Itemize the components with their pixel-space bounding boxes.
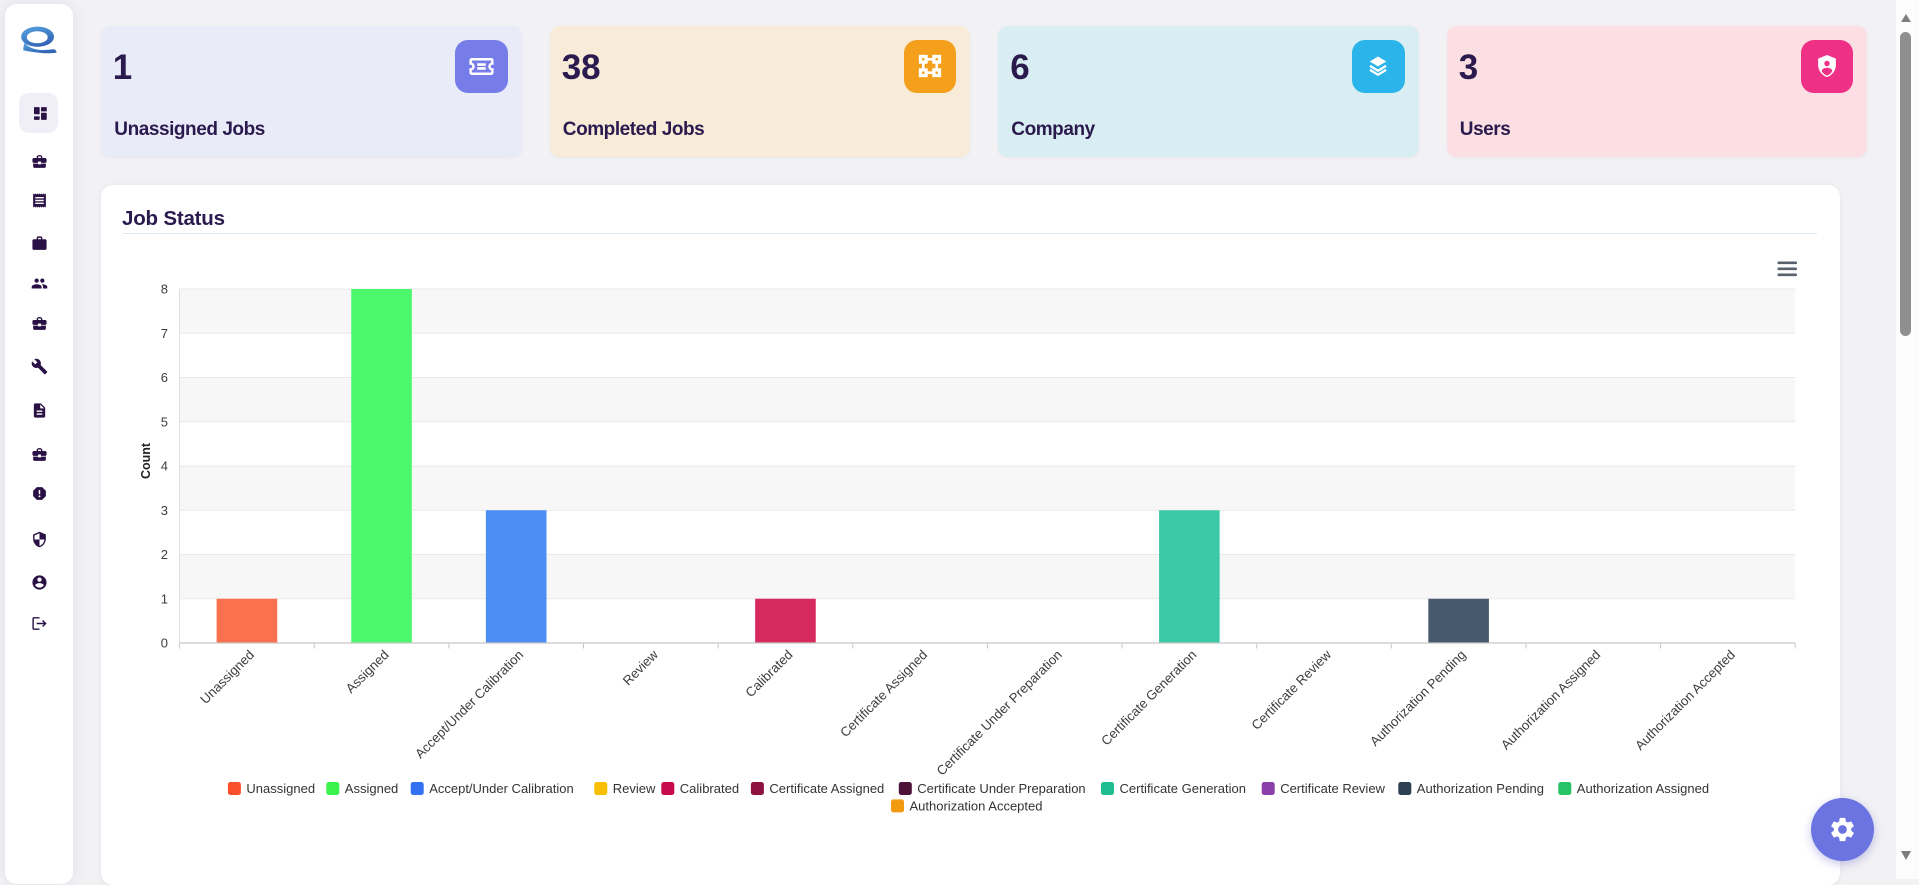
svg-text:Accept/Under Calibration: Accept/Under Calibration (412, 647, 526, 761)
svg-text:4: 4 (161, 459, 168, 474)
svg-text:Review: Review (613, 781, 656, 796)
svg-text:Assigned: Assigned (343, 647, 392, 696)
svg-text:Certificate Generation: Certificate Generation (1098, 647, 1199, 748)
svg-text:Authorization Pending: Authorization Pending (1417, 781, 1544, 796)
svg-text:5: 5 (161, 414, 168, 429)
svg-text:Certificate Assigned: Certificate Assigned (837, 647, 930, 740)
svg-text:Unassigned: Unassigned (246, 781, 315, 796)
svg-text:Unassigned: Unassigned (197, 647, 257, 707)
svg-text:Calibrated: Calibrated (680, 781, 739, 796)
svg-text:Review: Review (620, 647, 662, 689)
svg-text:0: 0 (161, 636, 168, 651)
svg-text:Certificate Generation: Certificate Generation (1120, 781, 1246, 796)
svg-text:Authorization Accepted: Authorization Accepted (1632, 647, 1738, 753)
svg-text:1: 1 (161, 591, 168, 606)
svg-text:Authorization Assigned: Authorization Assigned (1498, 647, 1603, 752)
svg-text:7: 7 (161, 326, 168, 341)
svg-text:Certificate Assigned: Certificate Assigned (769, 781, 884, 796)
svg-text:Authorization Pending: Authorization Pending (1367, 647, 1469, 749)
svg-text:Certificate Under Preparation: Certificate Under Preparation (933, 647, 1064, 778)
svg-text:6: 6 (161, 370, 168, 385)
svg-text:Assigned: Assigned (345, 781, 398, 796)
svg-text:3: 3 (161, 503, 168, 518)
svg-text:Calibrated: Calibrated (742, 647, 795, 700)
svg-text:Accept/Under Calibration: Accept/Under Calibration (429, 781, 574, 796)
svg-text:Certificate Review: Certificate Review (1280, 781, 1385, 796)
svg-text:Certificate Review: Certificate Review (1248, 647, 1334, 733)
svg-text:2: 2 (161, 547, 168, 562)
svg-text:Certificate Under Preparation: Certificate Under Preparation (917, 781, 1085, 796)
svg-text:Authorization Assigned: Authorization Assigned (1577, 781, 1709, 796)
svg-text:8: 8 (161, 282, 168, 297)
svg-text:Count: Count (139, 442, 153, 479)
svg-text:Authorization Accepted: Authorization Accepted (910, 799, 1043, 814)
